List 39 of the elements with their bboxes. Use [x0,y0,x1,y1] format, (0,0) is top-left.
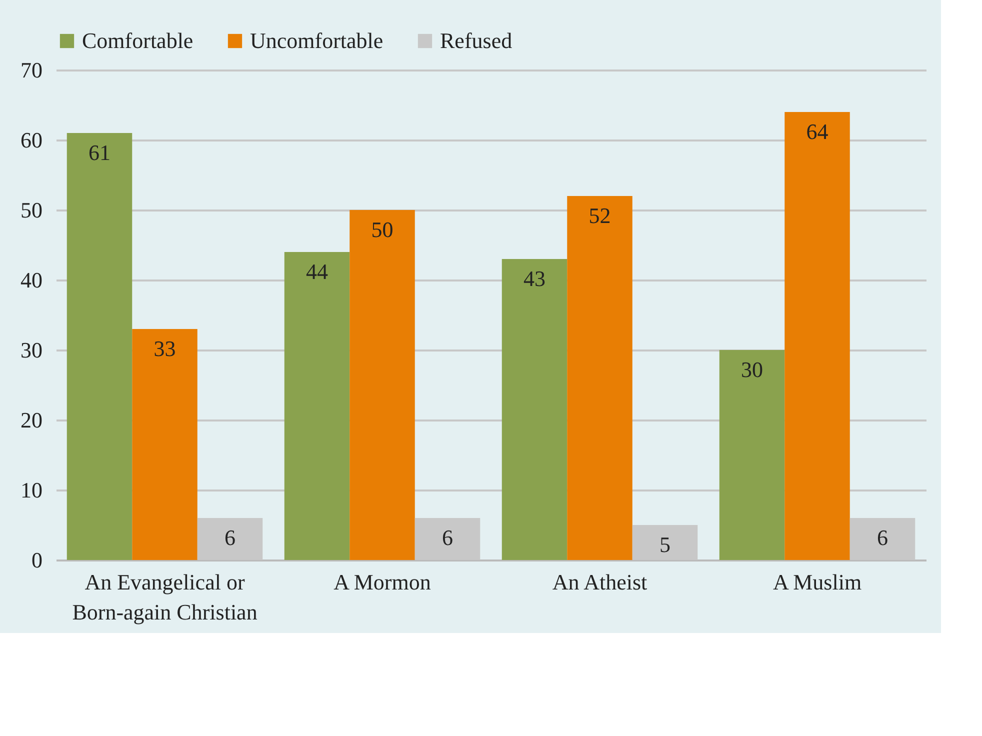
bar [850,518,916,560]
x-tick-label: A Muslim [772,570,862,594]
legend-label: Uncomfortable [250,28,384,53]
x-tick-label: A Mormon [334,570,431,594]
data-label: 6 [877,525,888,550]
x-tick-label: An Atheist [552,570,648,594]
data-label: 33 [154,336,176,361]
data-label: 43 [524,266,546,291]
bar [632,525,698,560]
data-label: 6 [442,525,453,550]
data-label: 6 [224,525,236,550]
data-label: 52 [588,203,611,228]
y-tick-label: 40 [20,268,42,292]
bar [719,350,785,560]
data-label: 50 [371,217,394,242]
y-tick-label: 70 [20,58,42,82]
bar [66,133,132,560]
data-label: 44 [306,259,328,284]
bar [132,329,198,560]
y-tick-label: 20 [20,408,42,432]
legend-label: Comfortable [82,28,194,53]
y-tick-label: 10 [20,478,42,502]
bar [502,259,568,560]
data-label: 64 [806,119,828,144]
y-tick-label: 30 [20,338,42,362]
data-label: 30 [741,357,763,382]
bar [284,252,350,560]
y-tick-label: 0 [32,548,42,572]
y-tick-label: 60 [20,128,42,152]
data-label: 61 [88,140,110,165]
data-label: 5 [660,532,670,557]
bar [567,196,632,560]
bar [414,518,480,560]
bar [784,112,850,560]
bar [350,210,415,560]
bar [197,518,263,560]
legend-label: Refused [440,28,512,53]
y-tick-label: 50 [20,198,42,222]
x-tick-label: An Evangelical or Born-again Christian [72,570,258,624]
